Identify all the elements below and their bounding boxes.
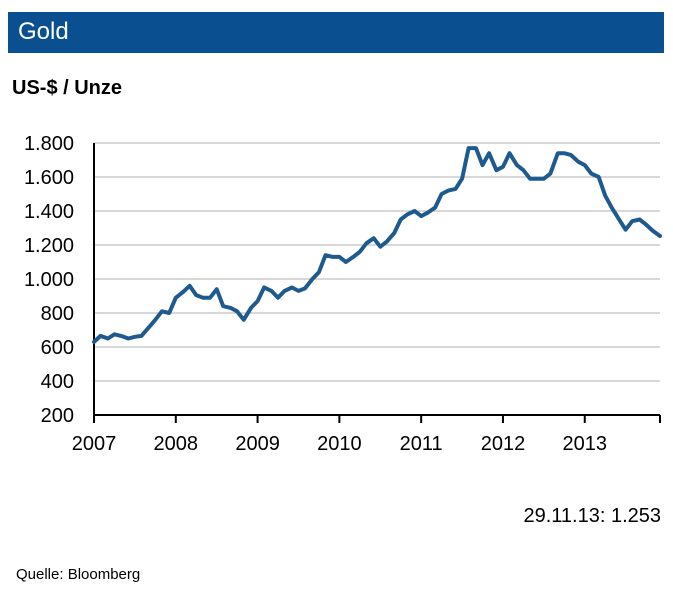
x-tick-label: 2010 xyxy=(317,433,362,455)
title-bar: Gold xyxy=(8,12,664,53)
y-tick-label: 600 xyxy=(41,337,74,359)
y-tick-label: 1.400 xyxy=(24,201,74,223)
y-tick-label: 800 xyxy=(41,303,74,325)
latest-value-label: 29.11.13: 1.253 xyxy=(523,505,661,527)
y-tick-label: 200 xyxy=(41,405,74,427)
unit-label: US-$ / Unze xyxy=(12,77,123,99)
source-label: Quelle: Bloomberg xyxy=(16,566,141,583)
x-tick-label: 2008 xyxy=(154,433,199,455)
series-line xyxy=(92,146,662,344)
x-tick-label: 2013 xyxy=(563,433,608,455)
x-tick-label: 2009 xyxy=(235,433,280,455)
y-tick-label: 1.800 xyxy=(24,133,74,155)
y-tick-label: 1.600 xyxy=(24,167,74,189)
x-tick-label: 2012 xyxy=(481,433,526,455)
x-tick-label: 2011 xyxy=(400,433,443,455)
chart-title: Gold xyxy=(18,18,69,45)
y-tick-label: 400 xyxy=(41,371,74,393)
x-tick-label: 2007 xyxy=(72,433,117,455)
y-tick-label: 1.200 xyxy=(24,235,74,257)
y-tick-label: 1.000 xyxy=(24,269,74,291)
